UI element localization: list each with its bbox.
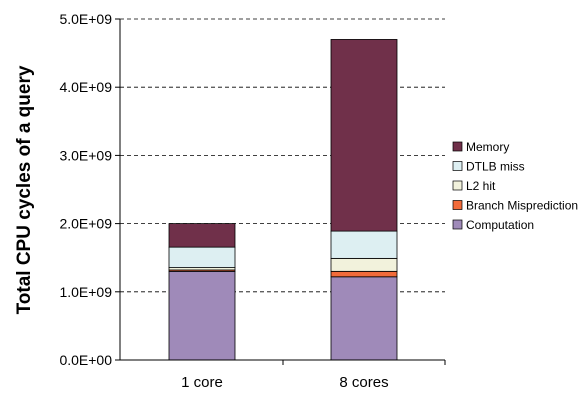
- y-tick-label: 3.0E+09: [59, 147, 112, 163]
- gridlines: [120, 18, 445, 293]
- bar-segment: [168, 246, 236, 268]
- legend-swatch: [452, 161, 463, 171]
- x-tick-label: 1 core: [181, 374, 223, 391]
- bar-segment: [330, 270, 398, 278]
- bar-segment: [168, 270, 236, 361]
- legend-swatch: [452, 200, 463, 210]
- legend-label: Memory: [466, 140, 509, 154]
- legend-label: Computation: [466, 218, 534, 232]
- bars: [168, 39, 398, 361]
- legend: Memory DTLB miss L2 hit Branch Mispredictio…: [452, 140, 578, 232]
- legend-swatch: [452, 141, 463, 152]
- legend-label: DTLB miss: [466, 160, 525, 174]
- legend-label: Branch Misprediction: [466, 199, 578, 213]
- x-tick-labels: 1 core 8 cores: [181, 374, 388, 391]
- bar-segment: [330, 39, 398, 232]
- bar-segment: [330, 276, 398, 361]
- y-tick-label: 5.0E+09: [59, 11, 112, 27]
- bar-segment: [330, 257, 398, 272]
- y-axis-label: Total CPU cycles of a query: [14, 65, 35, 314]
- legend-label: L2 hit: [466, 179, 496, 193]
- y-tick-label: 0.0E+00: [59, 352, 112, 368]
- legend-swatch: [452, 180, 463, 191]
- axes: [115, 18, 446, 365]
- y-tick-label: 2.0E+09: [59, 216, 112, 232]
- bar-segment: [330, 230, 398, 259]
- x-tick-label: 8 cores: [339, 374, 388, 391]
- y-tick-labels: 0.0E+00 1.0E+09 2.0E+09 3.0E+09 4.0E+09 5.0E+…: [59, 11, 112, 368]
- bar-segment: [168, 223, 236, 248]
- legend-swatch: [452, 219, 463, 230]
- y-tick-label: 1.0E+09: [59, 284, 112, 300]
- y-tick-label: 4.0E+09: [59, 79, 112, 95]
